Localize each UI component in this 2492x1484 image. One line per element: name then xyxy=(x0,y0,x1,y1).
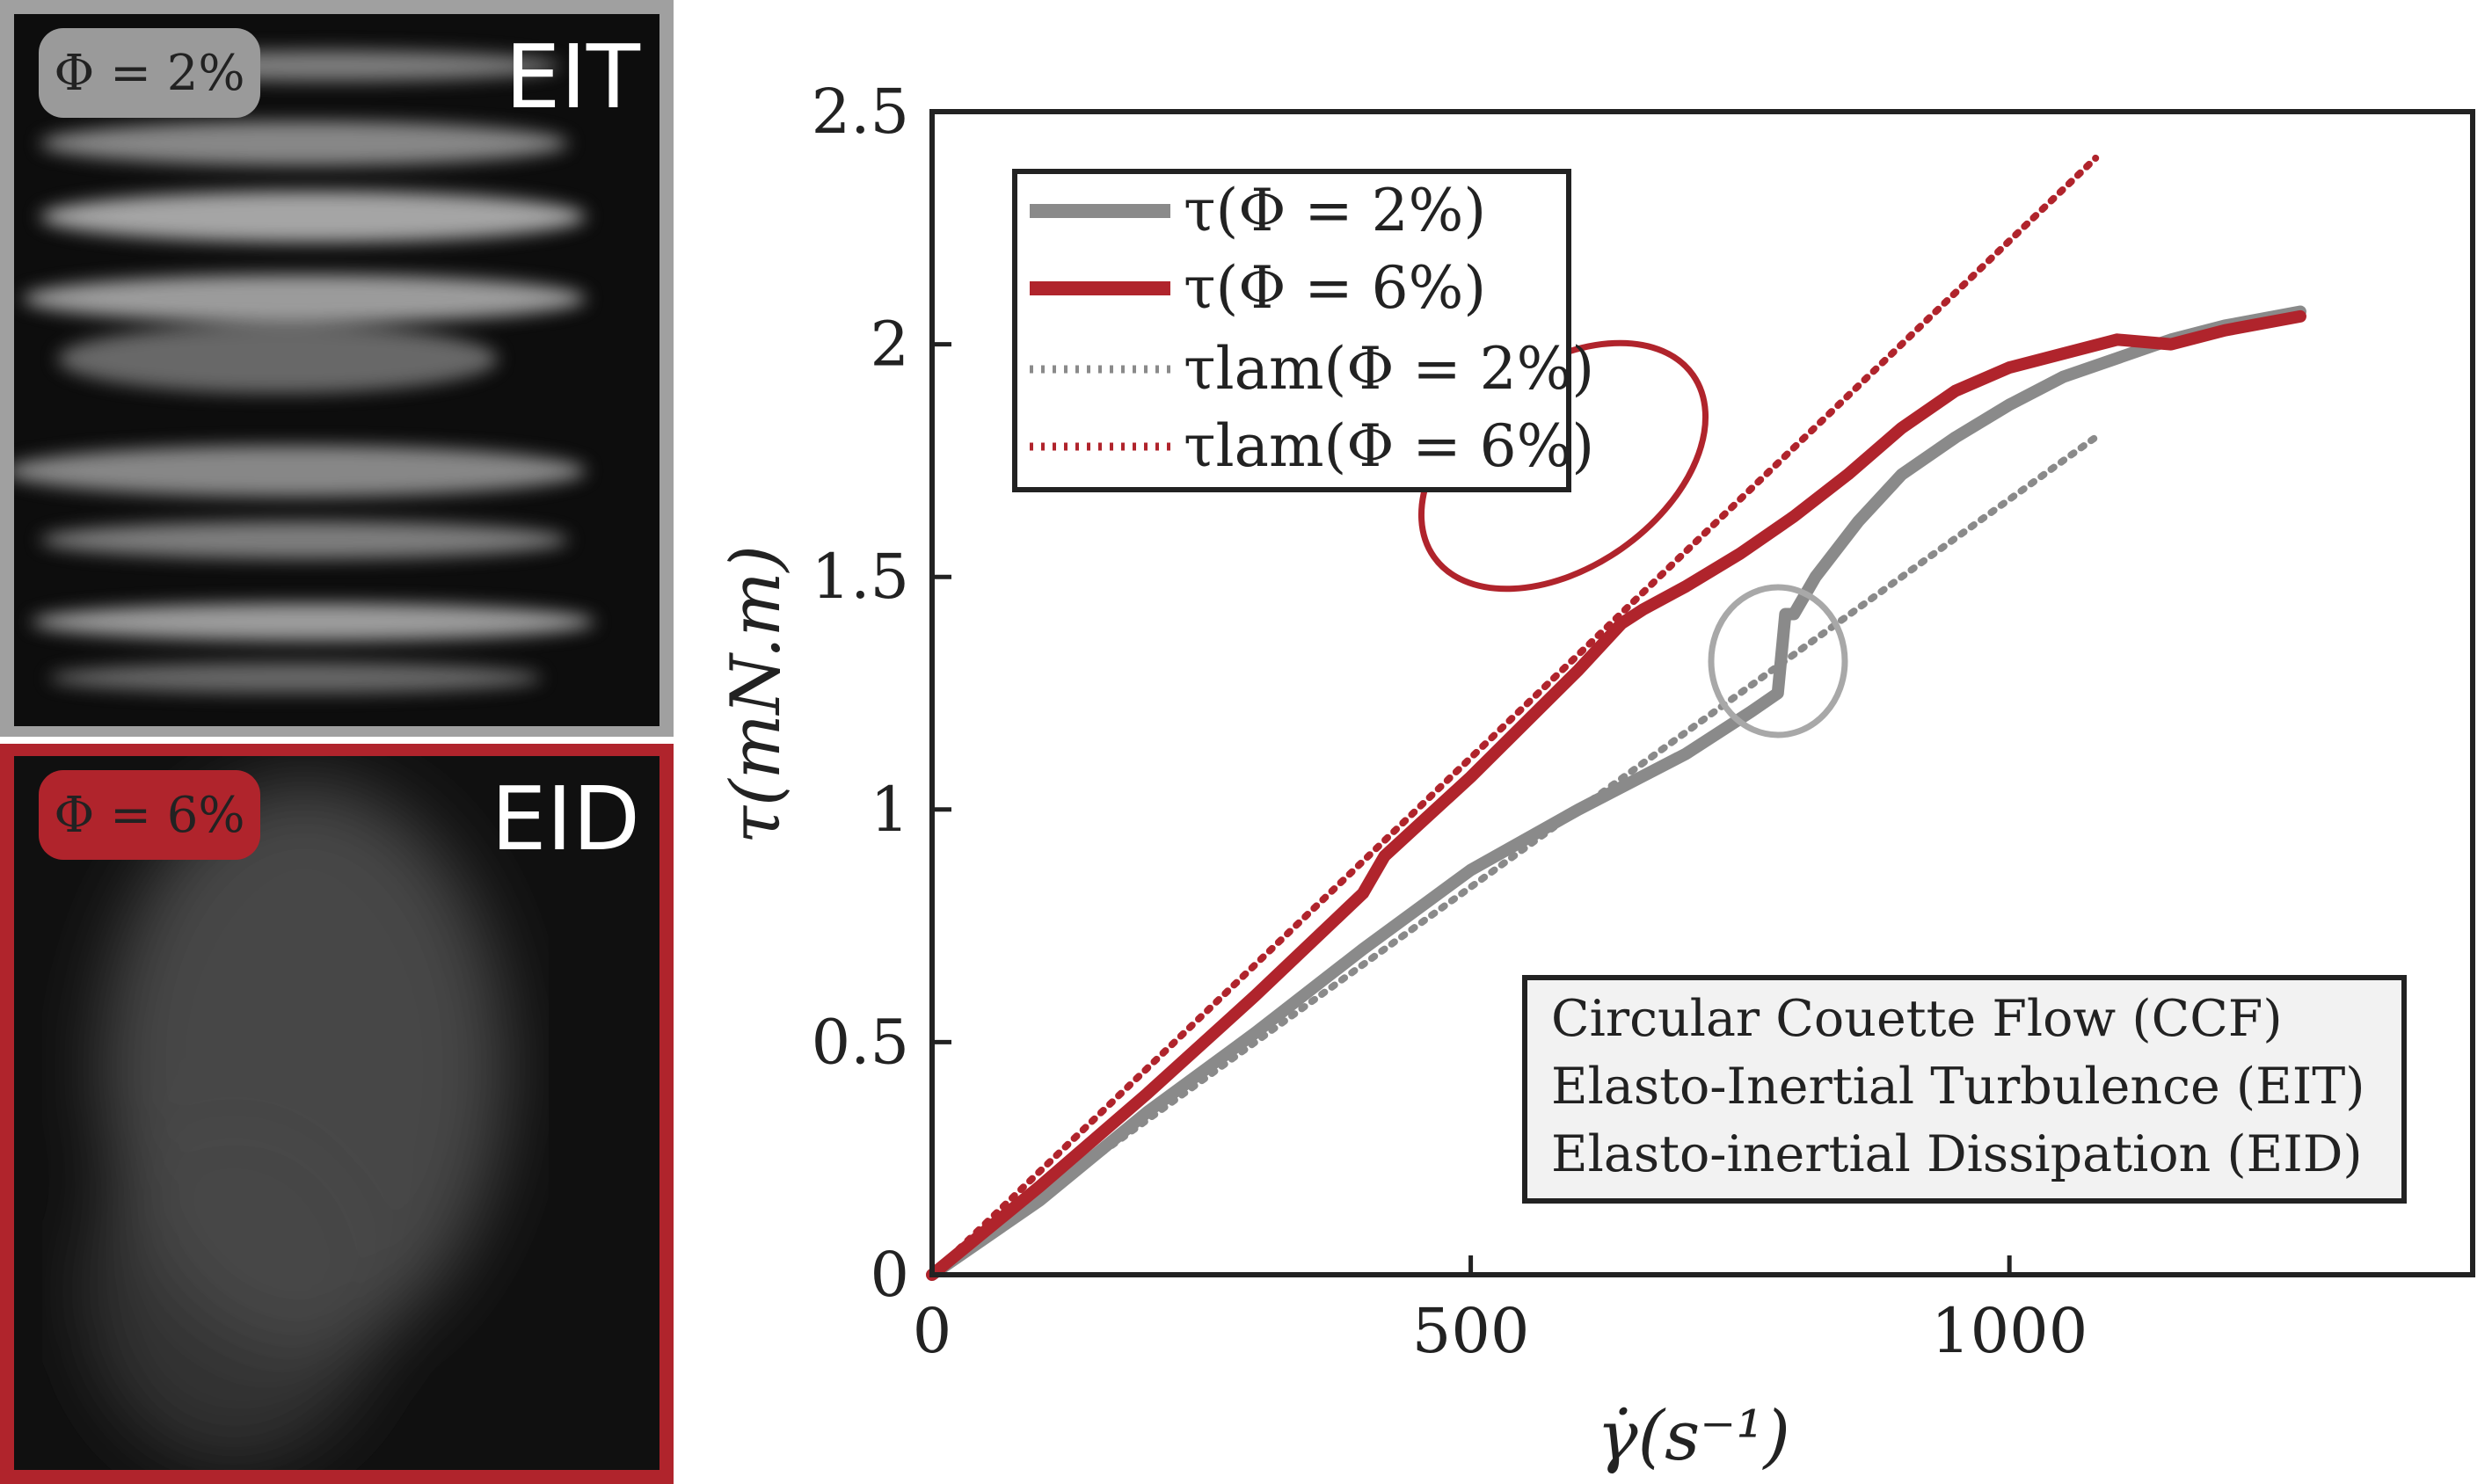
y-tick-label-3: 1.5 xyxy=(812,541,909,613)
x-axis-label: γ̇(s⁻¹) xyxy=(1597,1397,1790,1476)
y-tick-label-4: 2 xyxy=(870,309,909,381)
series-line-2 xyxy=(926,309,2306,1281)
x-tick-label-1: 500 xyxy=(1412,1295,1530,1367)
legend-entry-tau-lam-6: τlam(Φ = 6%) xyxy=(1184,412,1594,480)
annotation-eit: Elasto-Inertial Turbulence (EIT) xyxy=(1551,1058,2364,1116)
plot-area-frame xyxy=(929,109,2475,1277)
shear-stress-chart: 0 500 1000 0 0.5 1 1.5 2 2.5 γ̇(s⁻¹) τ(mN.m) τ(Φ… xyxy=(717,76,2475,1476)
eid-flow-image xyxy=(14,756,659,1470)
y-axis-label: τ(mN.m) xyxy=(717,545,796,844)
eit-image-panel: Φ = 2% EIT xyxy=(0,0,674,737)
eit-highlight-ellipse xyxy=(1708,584,1848,738)
legend-box xyxy=(1012,169,1571,492)
annotation-ccf: Circular Couette Flow (CCF) xyxy=(1551,990,2283,1048)
y-tick-label-0: 0 xyxy=(870,1239,909,1311)
legend-entry-tau-6: τ(Φ = 6%) xyxy=(1184,254,1486,322)
x-tick-label-0: 0 xyxy=(913,1295,952,1367)
y-tick-label-2: 1 xyxy=(870,774,909,846)
ticks-layer: 0 500 1000 0 0.5 1 1.5 2 2.5 xyxy=(812,76,2088,1367)
y-tick-label-1: 0.5 xyxy=(812,1006,909,1078)
y-tick-label-5: 2.5 xyxy=(812,76,909,148)
annotation-box xyxy=(1522,975,2407,1204)
legend: τ(Φ = 2%) τ(Φ = 6%) τlam(Φ = 2%) τlam(Φ … xyxy=(1012,169,1594,492)
eid-image-panel: Φ = 6% EID xyxy=(0,744,674,1484)
series-layer xyxy=(926,154,2306,1281)
eit-flow-image xyxy=(14,14,659,726)
legend-entry-tau-2: τ(Φ = 2%) xyxy=(1184,177,1486,244)
phi-2-badge: Φ = 2% xyxy=(39,28,260,118)
phi-6-badge: Φ = 6% xyxy=(39,770,260,860)
eid-label: EID xyxy=(491,767,640,870)
flow-regime-annotation: Circular Couette Flow (CCF) Elasto-Inert… xyxy=(1522,975,2407,1204)
series-line-1 xyxy=(926,305,2306,1281)
series-line-4 xyxy=(929,154,2100,1278)
x-tick-label-2: 1000 xyxy=(1931,1295,2088,1367)
legend-entry-tau-lam-2: τlam(Φ = 2%) xyxy=(1184,335,1594,403)
annotation-eid: Elasto-inertial Dissipation (EID) xyxy=(1551,1125,2363,1183)
eit-label: EIT xyxy=(505,25,640,128)
